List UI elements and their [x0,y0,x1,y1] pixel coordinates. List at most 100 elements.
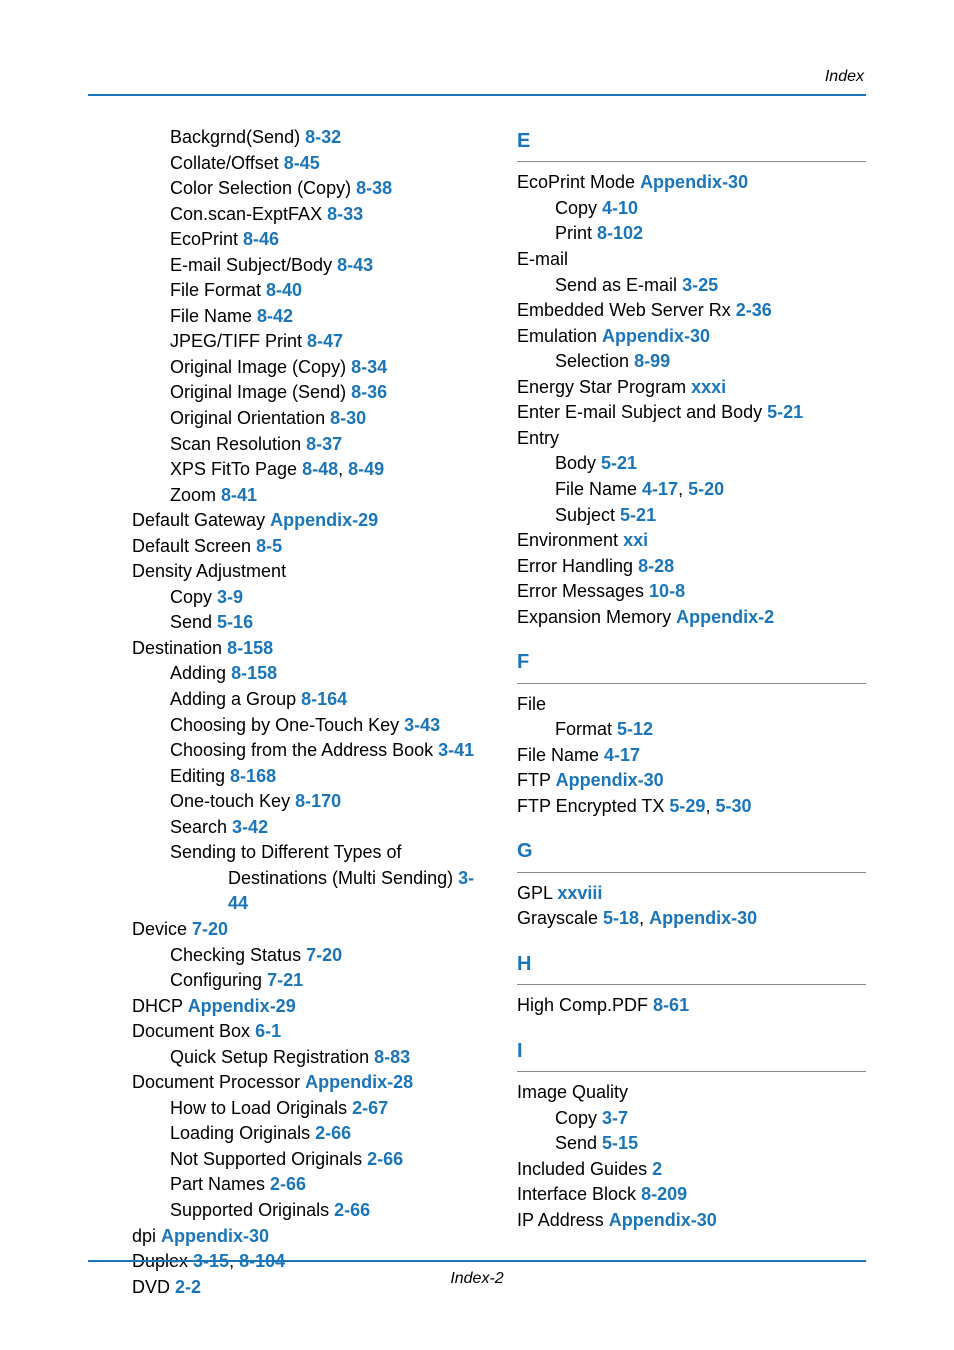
page-reference[interactable]: Appendix-30 [161,1226,269,1246]
page-reference[interactable]: 2 [652,1159,662,1179]
page-reference[interactable]: Appendix-30 [602,326,710,346]
page-reference[interactable]: 8-32 [305,127,341,147]
index-text: , [705,796,715,816]
page-reference[interactable]: 8-30 [330,408,366,428]
page-reference[interactable]: 3-9 [217,587,243,607]
page-reference[interactable]: 5-21 [601,453,637,473]
page-reference[interactable]: 5-12 [617,719,653,739]
page-reference[interactable]: Appendix-29 [270,510,378,530]
page-reference[interactable]: xxxi [691,377,726,397]
index-text: JPEG/TIFF Print [170,331,307,351]
index-line: IP Address Appendix-30 [517,1208,866,1234]
index-line: Grayscale 5-18, Appendix-30 [517,906,866,932]
page-reference[interactable]: 2-36 [736,300,772,320]
page-reference[interactable]: 2-66 [270,1174,306,1194]
index-line: Expansion Memory Appendix-2 [517,605,866,631]
page-reference[interactable]: 2-66 [367,1149,403,1169]
right-column: EEcoPrint Mode Appendix-30Copy 4-10Print… [517,125,866,1300]
index-text: Checking Status [170,945,306,965]
page-reference[interactable]: Appendix-30 [609,1210,717,1230]
page-reference[interactable]: 8-45 [284,153,320,173]
page-reference[interactable]: 7-20 [306,945,342,965]
index-text: Original Image (Copy) [170,357,351,377]
page-reference[interactable]: 8-46 [243,229,279,249]
page-reference[interactable]: 8-158 [231,663,277,683]
index-text: Energy Star Program [517,377,691,397]
page-reference[interactable]: 3-7 [602,1108,628,1128]
page-reference[interactable]: 5-18 [603,908,639,928]
page-reference[interactable]: 4-17 [642,479,678,499]
page-reference[interactable]: 8-47 [307,331,343,351]
page-reference[interactable]: 8-33 [327,204,363,224]
page-reference[interactable]: 4-10 [602,198,638,218]
page-reference[interactable]: 3-43 [404,715,440,735]
page-reference[interactable]: 8-42 [257,306,293,326]
index-text: Send [555,1133,602,1153]
index-text: DHCP [132,996,188,1016]
page-reference[interactable]: 8-170 [295,791,341,811]
page-reference[interactable]: 3-41 [438,740,474,760]
index-text: Search [170,817,232,837]
page-reference[interactable]: 8-168 [230,766,276,786]
page-reference[interactable]: 8-43 [337,255,373,275]
page-reference[interactable]: 5-15 [602,1133,638,1153]
page-reference[interactable]: Appendix-29 [188,996,296,1016]
index-text: E-mail [517,249,568,269]
page-reference[interactable]: Appendix-30 [556,770,664,790]
index-text: Destination [132,638,227,658]
page-reference[interactable]: 3- [458,868,474,888]
page-reference[interactable]: Appendix-30 [640,172,748,192]
page-reference[interactable]: 44 [228,893,248,913]
page-reference[interactable]: 8-38 [356,178,392,198]
page-reference[interactable]: 8-48 [302,459,338,479]
page-reference[interactable]: 2-67 [352,1098,388,1118]
page-reference[interactable]: 8-209 [641,1184,687,1204]
page-reference[interactable]: 8-102 [597,223,643,243]
page-reference[interactable]: 10-8 [649,581,685,601]
index-text: Con.scan-ExptFAX [170,204,327,224]
page-reference[interactable]: 8-28 [638,556,674,576]
page-reference[interactable]: 8-37 [306,434,342,454]
page-reference[interactable]: 8-83 [374,1047,410,1067]
page-reference[interactable]: 8-158 [227,638,273,658]
page-reference[interactable]: Appendix-28 [305,1072,413,1092]
page-reference[interactable]: 5-30 [715,796,751,816]
page-reference[interactable]: 8-34 [351,357,387,377]
index-text: Error Handling [517,556,638,576]
page-reference[interactable]: 8-99 [634,351,670,371]
page-reference[interactable]: 8-36 [351,382,387,402]
page-reference[interactable]: Appendix-30 [649,908,757,928]
page-reference[interactable]: 5-16 [217,612,253,632]
page-reference[interactable]: 5-20 [688,479,724,499]
page-reference[interactable]: 3-42 [232,817,268,837]
page-reference[interactable]: 8-49 [348,459,384,479]
page-reference[interactable]: 4-17 [604,745,640,765]
page-reference[interactable]: 3-25 [682,275,718,295]
index-text: File [517,694,546,714]
page-reference[interactable]: xxi [623,530,648,550]
page-reference[interactable]: 7-21 [267,970,303,990]
index-line: E-mail Subject/Body 8-43 [132,253,481,279]
page-reference[interactable]: 8-164 [301,689,347,709]
page-reference[interactable]: xxviii [557,883,602,903]
page-reference[interactable]: 2-66 [315,1123,351,1143]
footer-text: Index-2 [0,1270,954,1288]
page-reference[interactable]: 8-40 [266,280,302,300]
content-area: Backgrnd(Send) 8-32Collate/Offset 8-45Co… [88,125,866,1300]
page-reference[interactable]: 2-66 [334,1200,370,1220]
index-line: File Name 4-17 [517,743,866,769]
page-reference[interactable]: 8-41 [221,485,257,505]
index-line: Not Supported Originals 2-66 [132,1147,481,1173]
footer-divider [88,1260,866,1262]
index-text: EcoPrint Mode [517,172,640,192]
index-text: Grayscale [517,908,603,928]
page-reference[interactable]: 5-29 [669,796,705,816]
page-reference[interactable]: 5-21 [767,402,803,422]
page-reference[interactable]: 7-20 [192,919,228,939]
page-reference[interactable]: 8-5 [256,536,282,556]
index-line: One-touch Key 8-170 [132,789,481,815]
page-reference[interactable]: 5-21 [620,505,656,525]
page-reference[interactable]: 8-61 [653,995,689,1015]
page-reference[interactable]: Appendix-2 [676,607,774,627]
page-reference[interactable]: 6-1 [255,1021,281,1041]
